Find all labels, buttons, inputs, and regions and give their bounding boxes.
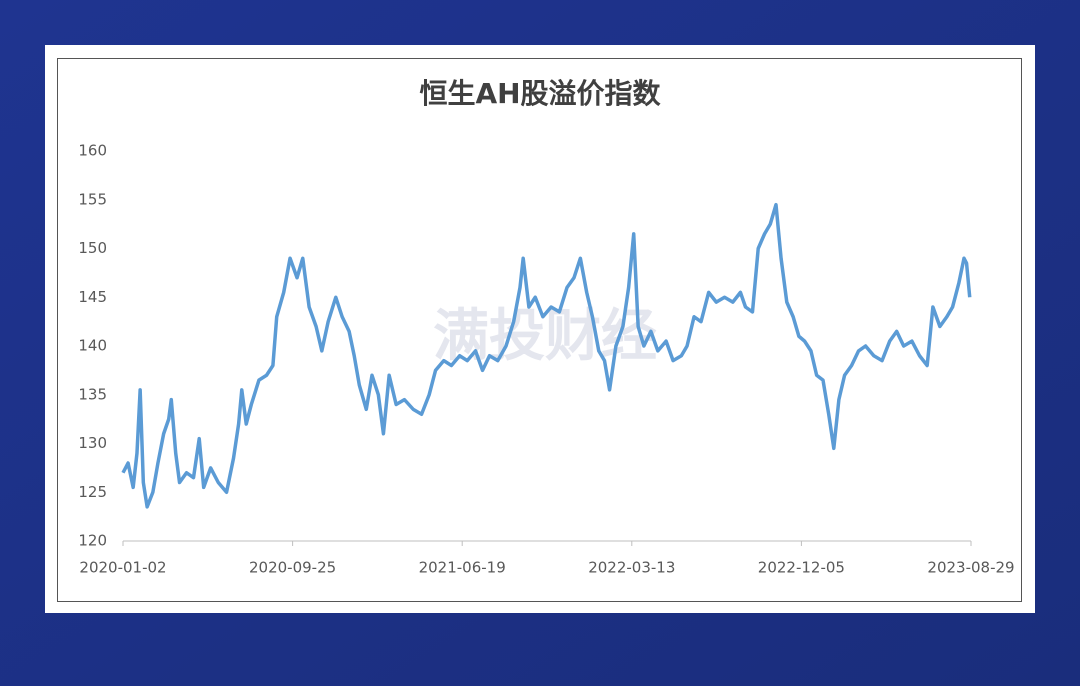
x-tick-label: 2023-08-29 [927,559,1014,577]
y-tick-label: 135 [78,385,107,403]
chart-title: 恒生AH股溢价指数 [419,77,661,110]
y-tick-label: 155 [78,190,107,208]
y-tick-label: 120 [78,532,107,550]
y-tick-label: 125 [78,483,107,501]
y-tick-label: 145 [78,288,107,306]
y-tick-label: 150 [78,239,107,257]
y-tick-label: 160 [78,142,107,160]
x-tick-label: 2020-09-25 [249,559,336,577]
x-tick-label: 2020-01-02 [79,559,166,577]
x-tick-label: 2022-12-05 [758,559,845,577]
y-tick-label: 140 [78,337,107,355]
plot-frame [57,58,1022,602]
x-tick-label: 2021-06-19 [419,559,506,577]
y-tick-label: 130 [78,434,107,452]
x-tick-label: 2022-03-13 [588,559,675,577]
line-series [121,202,972,509]
